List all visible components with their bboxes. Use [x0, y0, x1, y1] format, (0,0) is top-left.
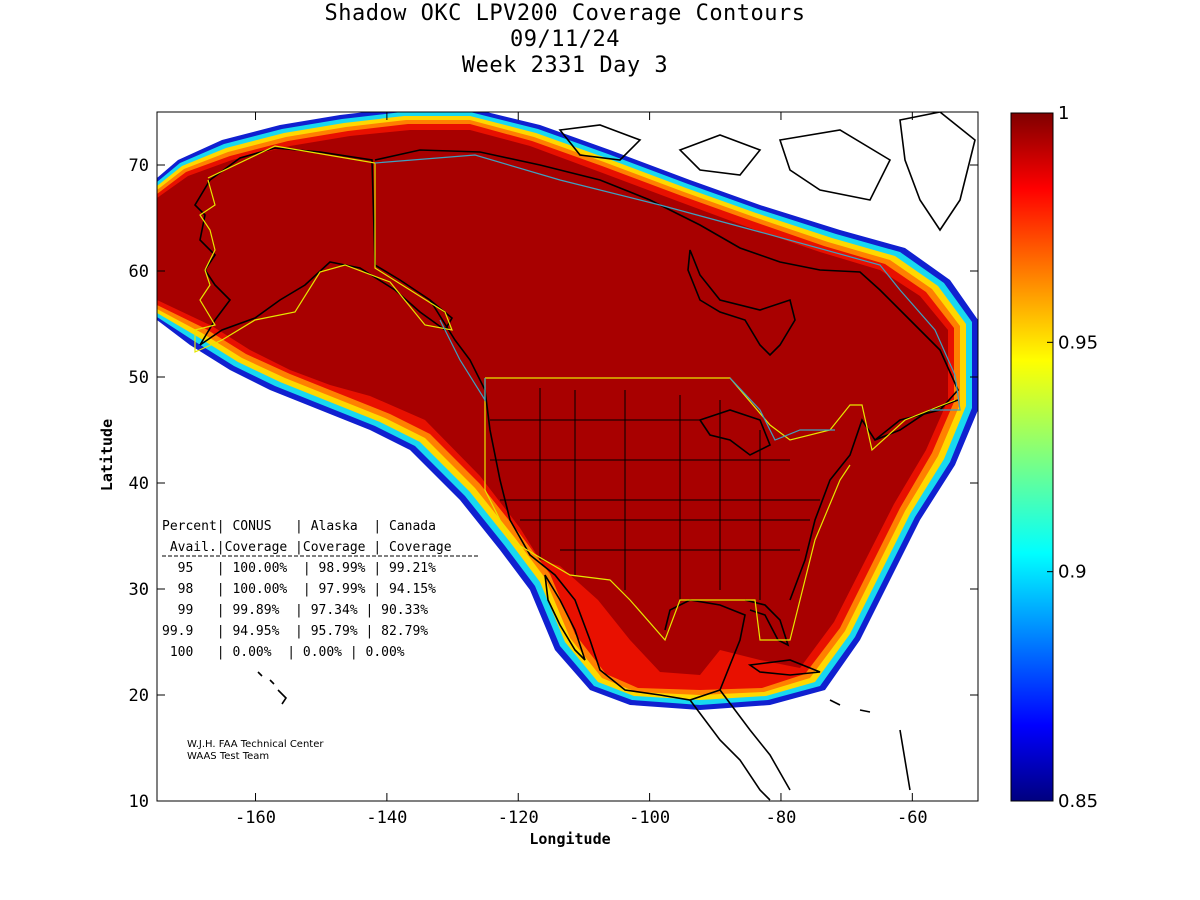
- table-row: 95 | 100.00% | 98.99% | 99.21%: [162, 561, 436, 576]
- coast-east: [789, 399, 959, 601]
- coastlines: [193, 112, 976, 801]
- colorbar-ticks: 1 0.95 0.9 0.85: [1047, 103, 1098, 812]
- y-tick-label: 70: [129, 156, 149, 176]
- y-tick-label: 10: [129, 792, 149, 812]
- coast-arctic-islands-2: [678, 134, 762, 176]
- region-boundaries: [194, 145, 961, 642]
- coast-central-america-east: [719, 689, 791, 791]
- x-axis-title: Longitude: [529, 830, 610, 848]
- title-line-1: Shadow OKC LPV200 Coverage Contours: [324, 1, 806, 26]
- table-header-1: Percent| CONUS | Alaska | Canada: [162, 519, 436, 534]
- x-tick-label: -80: [766, 808, 797, 828]
- caribbean-islands: [829, 699, 911, 791]
- coverage-table: Percent| CONUS | Alaska | Canada Avail.|…: [162, 519, 478, 660]
- alaska-boundary: [194, 145, 453, 353]
- table-row: 98 | 100.00% | 97.99% | 94.15%: [162, 582, 436, 597]
- y-axis-ticks: 10 20 30 40 50 60 70: [129, 156, 978, 812]
- colorbar-tick-label: 0.95: [1058, 332, 1098, 353]
- title-line-3: Week 2331 Day 3: [461, 53, 669, 78]
- hawaii-islands: [257, 671, 288, 705]
- y-tick-label: 50: [129, 368, 149, 388]
- colorbar: [1010, 112, 1054, 802]
- table-row: 99.9 | 94.95% | 95.79% | 82.79%: [162, 624, 428, 639]
- table-header-2: Avail.|Coverage |Coverage | Coverage: [162, 540, 452, 555]
- coast-central-america: [689, 699, 771, 801]
- coast-greenland: [899, 112, 976, 232]
- y-axis-title: Latitude: [98, 419, 116, 491]
- y-tick-label: 40: [129, 474, 149, 494]
- colorbar-tick-label: 0.9: [1058, 562, 1087, 583]
- x-tick-label: -160: [235, 808, 276, 828]
- y-tick-label: 60: [129, 262, 149, 282]
- coast-arctic-islands-3: [778, 129, 892, 201]
- coast-cuba: [747, 659, 821, 676]
- y-tick-label: 30: [129, 580, 149, 600]
- x-tick-label: -120: [498, 808, 539, 828]
- coast-canada-north: [374, 149, 959, 441]
- coast-arctic-islands-1: [558, 124, 642, 161]
- x-axis-ticks: -160 -140 -120 -100 -80 -60: [235, 112, 928, 828]
- canada-boundary: [374, 154, 961, 441]
- table-row: 99 | 99.89% | 97.34% | 90.33%: [162, 603, 428, 618]
- title-line-2: 09/11/24: [510, 27, 620, 52]
- us-state-lines: [490, 388, 820, 600]
- colorbar-tick-label: 0.85: [1058, 791, 1098, 812]
- plot-frame: [156, 111, 979, 802]
- coast-alaska: [193, 147, 454, 346]
- x-tick-label: -100: [629, 808, 670, 828]
- coast-west: [429, 299, 721, 701]
- y-tick-label: 20: [129, 686, 149, 706]
- coverage-contours: [157, 112, 978, 710]
- conus-boundary: [484, 377, 956, 642]
- x-tick-label: -140: [366, 808, 407, 828]
- credit-line-2: WAAS Test Team: [187, 751, 269, 762]
- coast-florida: [744, 599, 790, 647]
- coast-baja: [544, 574, 586, 661]
- coast-hudson-bay: [687, 249, 796, 357]
- colorbar-tick-label: 1: [1058, 103, 1069, 124]
- credit-line-1: W.J.H. FAA Technical Center: [187, 739, 324, 750]
- table-row: 100 | 0.00% | 0.00% | 0.00%: [162, 645, 405, 660]
- x-tick-label: -60: [897, 808, 928, 828]
- coast-gulf: [664, 599, 746, 691]
